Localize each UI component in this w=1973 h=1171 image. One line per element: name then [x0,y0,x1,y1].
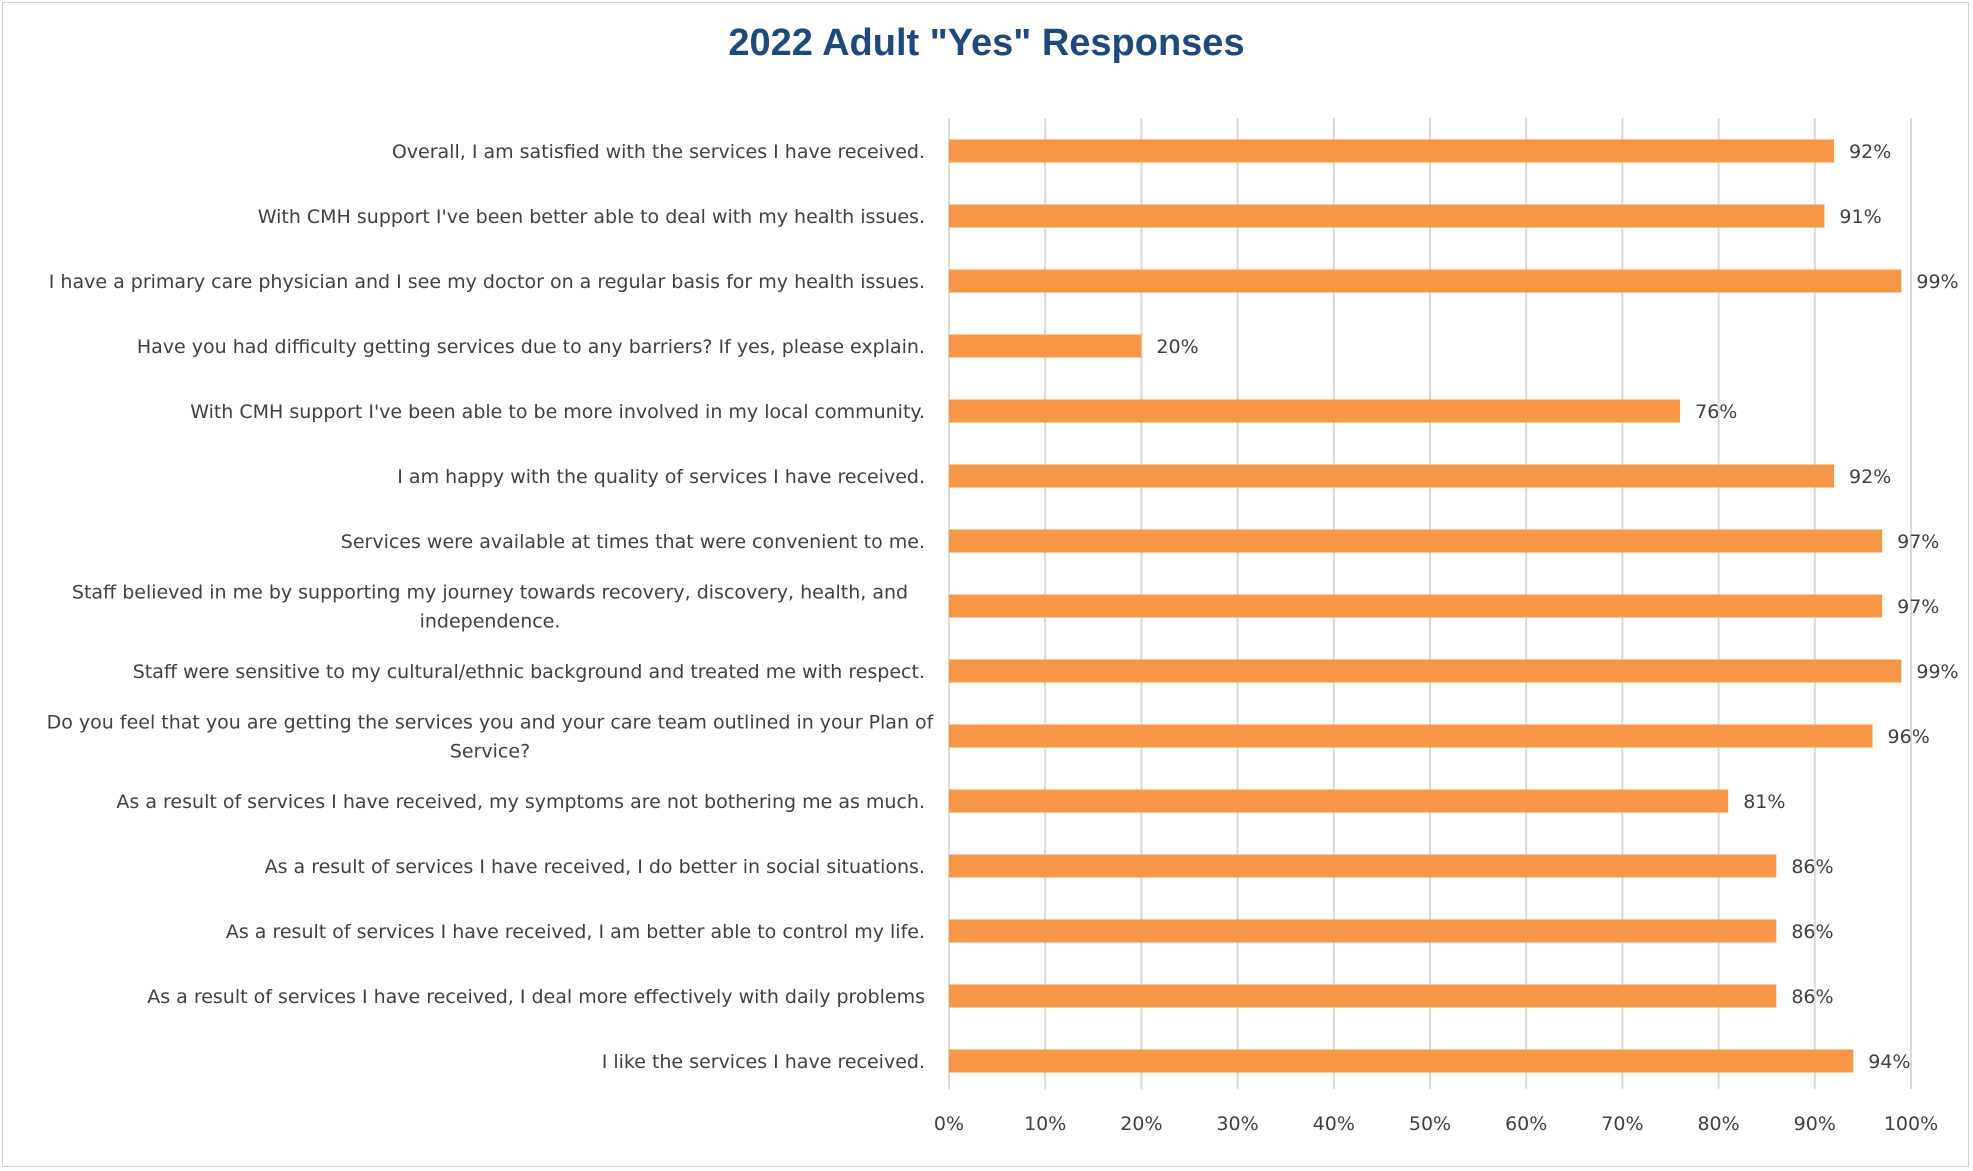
bar [949,1049,1854,1073]
category-label-line: Do you feel that you are getting the ser… [47,712,935,734]
category-label-line: I like the services I have received. [602,1051,925,1073]
data-label: 99% [1916,661,1958,683]
bar [949,854,1777,878]
x-tick-label: 70% [1601,1113,1643,1135]
category-label: I like the services I have received. [602,1051,925,1073]
chart-title: 2022 Adult "Yes" Responses [728,22,1245,64]
category-label-line: I have a primary care physician and I se… [49,271,925,293]
category-label: Services were available at times that we… [341,531,925,553]
category-label-line: As a result of services I have received,… [265,856,925,878]
category-label-line: As a result of services I have received,… [116,791,925,813]
category-label: Overall, I am satisfied with the service… [392,141,925,163]
category-label-line: Overall, I am satisfied with the service… [392,141,925,163]
bar [949,464,1835,488]
category-label: Do you feel that you are getting the ser… [47,712,935,763]
data-label: 81% [1743,791,1785,813]
category-label-line: As a result of services I have received,… [147,986,925,1008]
x-tick-label: 20% [1120,1113,1162,1135]
category-label-line: Staff were sensitive to my cultural/ethn… [133,661,925,683]
bar [949,724,1873,748]
category-label-line: Staff believed in me by supporting my jo… [72,582,908,604]
category-label: As a result of services I have received,… [265,856,925,878]
category-label: As a result of services I have received,… [116,791,925,813]
bar [949,204,1825,228]
bar [949,269,1902,293]
bar [949,399,1681,423]
x-tick-label: 100% [1884,1113,1938,1135]
category-label-line: Service? [450,741,530,763]
data-label: 94% [1868,1051,1910,1073]
bar [949,919,1777,943]
category-label-line: Services were available at times that we… [341,531,925,553]
x-tick-label: 30% [1216,1113,1258,1135]
category-label: I am happy with the quality of services … [397,466,925,488]
category-label-line: Have you had difficulty getting services… [137,336,925,358]
category-label-line: As a result of services I have received,… [226,921,925,943]
category-label: As a result of services I have received,… [226,921,925,943]
data-label: 86% [1791,856,1833,878]
category-label-line: With CMH support I've been able to be mo… [190,401,925,423]
x-tick-label: 0% [934,1113,964,1135]
category-label: I have a primary care physician and I se… [49,271,925,293]
category-label: Staff were sensitive to my cultural/ethn… [133,661,925,683]
bar [949,789,1729,813]
data-label: 92% [1849,466,1891,488]
data-label: 86% [1791,921,1833,943]
data-label: 92% [1849,141,1891,163]
category-label: Have you had difficulty getting services… [137,336,925,358]
category-label: With CMH support I've been better able t… [258,206,925,228]
category-label: As a result of services I have received,… [147,986,925,1008]
data-label: 20% [1156,336,1198,358]
x-tick-label: 90% [1794,1113,1836,1135]
data-label: 97% [1897,531,1939,553]
data-label: 76% [1695,401,1737,423]
x-tick-label: 60% [1505,1113,1547,1135]
category-label-line: independence. [420,611,561,633]
bar [949,984,1777,1008]
category-label-line: I am happy with the quality of services … [397,466,925,488]
bar [949,139,1835,163]
data-label: 96% [1888,726,1930,748]
category-label: With CMH support I've been able to be mo… [190,401,925,423]
bar [949,529,1883,553]
x-tick-label: 40% [1313,1113,1355,1135]
data-label: 97% [1897,596,1939,618]
bar [949,594,1883,618]
bar [949,334,1142,358]
x-tick-label: 80% [1697,1113,1739,1135]
x-tick-label: 50% [1409,1113,1451,1135]
x-tick-label: 10% [1024,1113,1066,1135]
data-label: 99% [1916,271,1958,293]
bar [949,659,1902,683]
category-label: Staff believed in me by supporting my jo… [72,582,908,633]
data-label: 91% [1839,206,1881,228]
category-label-line: With CMH support I've been better able t… [258,206,925,228]
data-label: 86% [1791,986,1833,1008]
